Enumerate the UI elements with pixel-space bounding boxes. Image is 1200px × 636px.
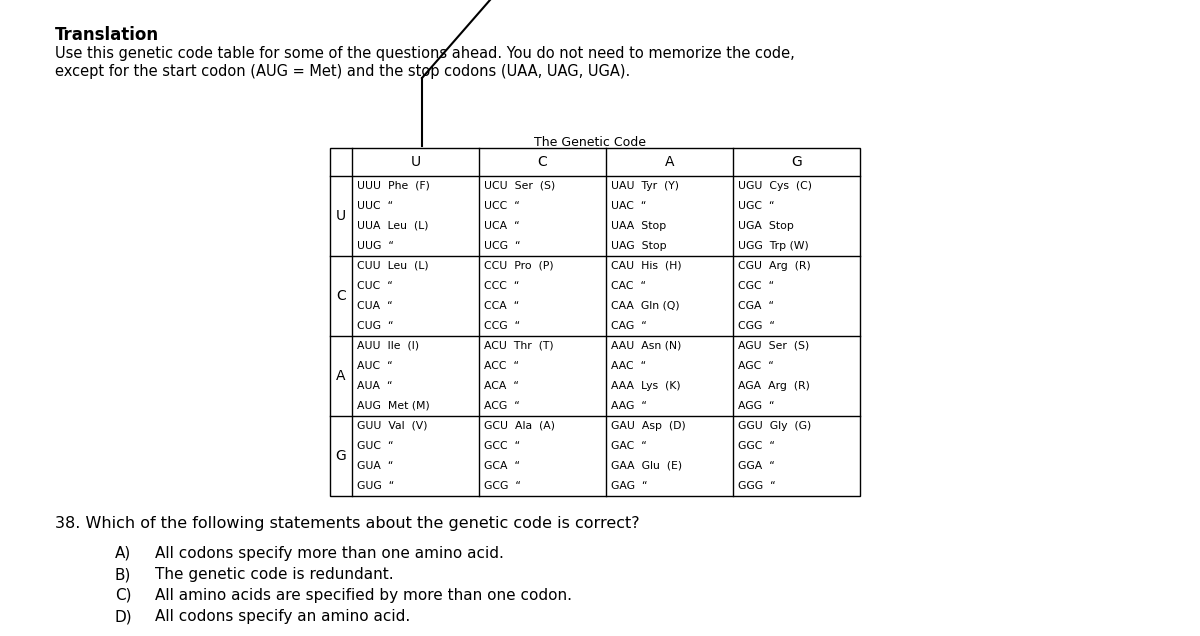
Text: CUG  “: CUG “ — [358, 321, 394, 331]
Text: AGG  “: AGG “ — [738, 401, 774, 411]
Text: UUC  “: UUC “ — [358, 201, 394, 211]
Text: UCG  “: UCG “ — [484, 241, 521, 251]
Text: CAG  “: CAG “ — [611, 321, 647, 331]
Text: ACU  Thr  (T): ACU Thr (T) — [484, 341, 553, 351]
Text: CAU  His  (H): CAU His (H) — [611, 261, 682, 271]
Text: GAU  Asp  (D): GAU Asp (D) — [611, 421, 685, 431]
Text: C: C — [336, 289, 346, 303]
Text: CCC  “: CCC “ — [484, 281, 520, 291]
Text: GUU  Val  (V): GUU Val (V) — [358, 421, 427, 431]
Text: UCA  “: UCA “ — [484, 221, 520, 231]
Text: AAC  “: AAC “ — [611, 361, 646, 371]
Text: GGG  “: GGG “ — [738, 481, 775, 491]
Text: AUG  Met (M): AUG Met (M) — [358, 401, 430, 411]
Text: D): D) — [115, 609, 133, 624]
Text: GAC  “: GAC “ — [611, 441, 647, 451]
Text: UUG  “: UUG “ — [358, 241, 394, 251]
Text: C): C) — [115, 588, 132, 603]
Text: ACC  “: ACC “ — [484, 361, 520, 371]
Text: UGC  “: UGC “ — [738, 201, 774, 211]
Text: except for the start codon (AUG = Met) and the stop codons (UAA, UAG, UGA).: except for the start codon (AUG = Met) a… — [55, 64, 630, 79]
Text: UCC  “: UCC “ — [484, 201, 520, 211]
Text: A: A — [665, 155, 674, 169]
Text: CCU  Pro  (P): CCU Pro (P) — [484, 261, 553, 271]
Text: CUU  Leu  (L): CUU Leu (L) — [358, 261, 428, 271]
Text: CGC  “: CGC “ — [738, 281, 774, 291]
Text: All amino acids are specified by more than one codon.: All amino acids are specified by more th… — [155, 588, 572, 603]
Text: A: A — [336, 369, 346, 383]
Text: GCG  “: GCG “ — [484, 481, 521, 491]
Bar — [330, 148, 860, 496]
Text: AAU  Asn (N): AAU Asn (N) — [611, 341, 682, 351]
Text: G: G — [791, 155, 802, 169]
Text: AUU  Ile  (I): AUU Ile (I) — [358, 341, 419, 351]
Text: AGU  Ser  (S): AGU Ser (S) — [738, 341, 809, 351]
Text: 38. Which of the following statements about the genetic code is correct?: 38. Which of the following statements ab… — [55, 516, 640, 531]
Text: AAG  “: AAG “ — [611, 401, 647, 411]
Text: UGA  Stop: UGA Stop — [738, 221, 794, 231]
Text: GUG  “: GUG “ — [358, 481, 395, 491]
Text: Translation: Translation — [55, 26, 160, 44]
Text: CGU  Arg  (R): CGU Arg (R) — [738, 261, 811, 271]
Text: CGA  “: CGA “ — [738, 301, 774, 311]
Text: AGA  Arg  (R): AGA Arg (R) — [738, 381, 810, 391]
Text: ACA  “: ACA “ — [484, 381, 518, 391]
Text: UAC  “: UAC “ — [611, 201, 647, 211]
Text: ACG  “: ACG “ — [484, 401, 520, 411]
Text: B): B) — [115, 567, 131, 582]
Text: The genetic code is redundant.: The genetic code is redundant. — [155, 567, 394, 582]
Text: AUC  “: AUC “ — [358, 361, 392, 371]
Text: AAA  Lys  (K): AAA Lys (K) — [611, 381, 680, 391]
Text: GUC  “: GUC “ — [358, 441, 394, 451]
Text: CGG  “: CGG “ — [738, 321, 775, 331]
Text: U: U — [410, 155, 420, 169]
Text: A): A) — [115, 546, 131, 561]
Text: UCU  Ser  (S): UCU Ser (S) — [484, 181, 556, 191]
Text: AGC  “: AGC “ — [738, 361, 774, 371]
Text: GGC  “: GGC “ — [738, 441, 775, 451]
Text: UAG  Stop: UAG Stop — [611, 241, 667, 251]
Text: CAC  “: CAC “ — [611, 281, 646, 291]
Text: All codons specify an amino acid.: All codons specify an amino acid. — [155, 609, 410, 624]
Text: GGA  “: GGA “ — [738, 461, 775, 471]
Text: G: G — [336, 449, 347, 463]
Text: The Genetic Code: The Genetic Code — [534, 136, 646, 149]
Text: CUA  “: CUA “ — [358, 301, 392, 311]
Text: UGU  Cys  (C): UGU Cys (C) — [738, 181, 812, 191]
Text: GCC  “: GCC “ — [484, 441, 520, 451]
Text: Use this genetic code table for some of the questions ahead. You do not need to : Use this genetic code table for some of … — [55, 46, 794, 61]
Text: CCA  “: CCA “ — [484, 301, 520, 311]
Text: GAG  “: GAG “ — [611, 481, 648, 491]
Text: All codons specify more than one amino acid.: All codons specify more than one amino a… — [155, 546, 504, 561]
Text: UUU  Phe  (F): UUU Phe (F) — [358, 181, 430, 191]
Text: CAA  Gln (Q): CAA Gln (Q) — [611, 301, 679, 311]
Text: GUA  “: GUA “ — [358, 461, 394, 471]
Text: C: C — [538, 155, 547, 169]
Text: AUA  “: AUA “ — [358, 381, 392, 391]
Text: GAA  Glu  (E): GAA Glu (E) — [611, 461, 682, 471]
Text: GCA  “: GCA “ — [484, 461, 520, 471]
Text: UUA  Leu  (L): UUA Leu (L) — [358, 221, 428, 231]
Text: GGU  Gly  (G): GGU Gly (G) — [738, 421, 811, 431]
Text: U: U — [336, 209, 346, 223]
Text: UAA  Stop: UAA Stop — [611, 221, 666, 231]
Text: UGG  Trp (W): UGG Trp (W) — [738, 241, 809, 251]
Text: GCU  Ala  (A): GCU Ala (A) — [484, 421, 554, 431]
Text: UAU  Tyr  (Y): UAU Tyr (Y) — [611, 181, 679, 191]
Text: CUC  “: CUC “ — [358, 281, 392, 291]
Text: CCG  “: CCG “ — [484, 321, 520, 331]
